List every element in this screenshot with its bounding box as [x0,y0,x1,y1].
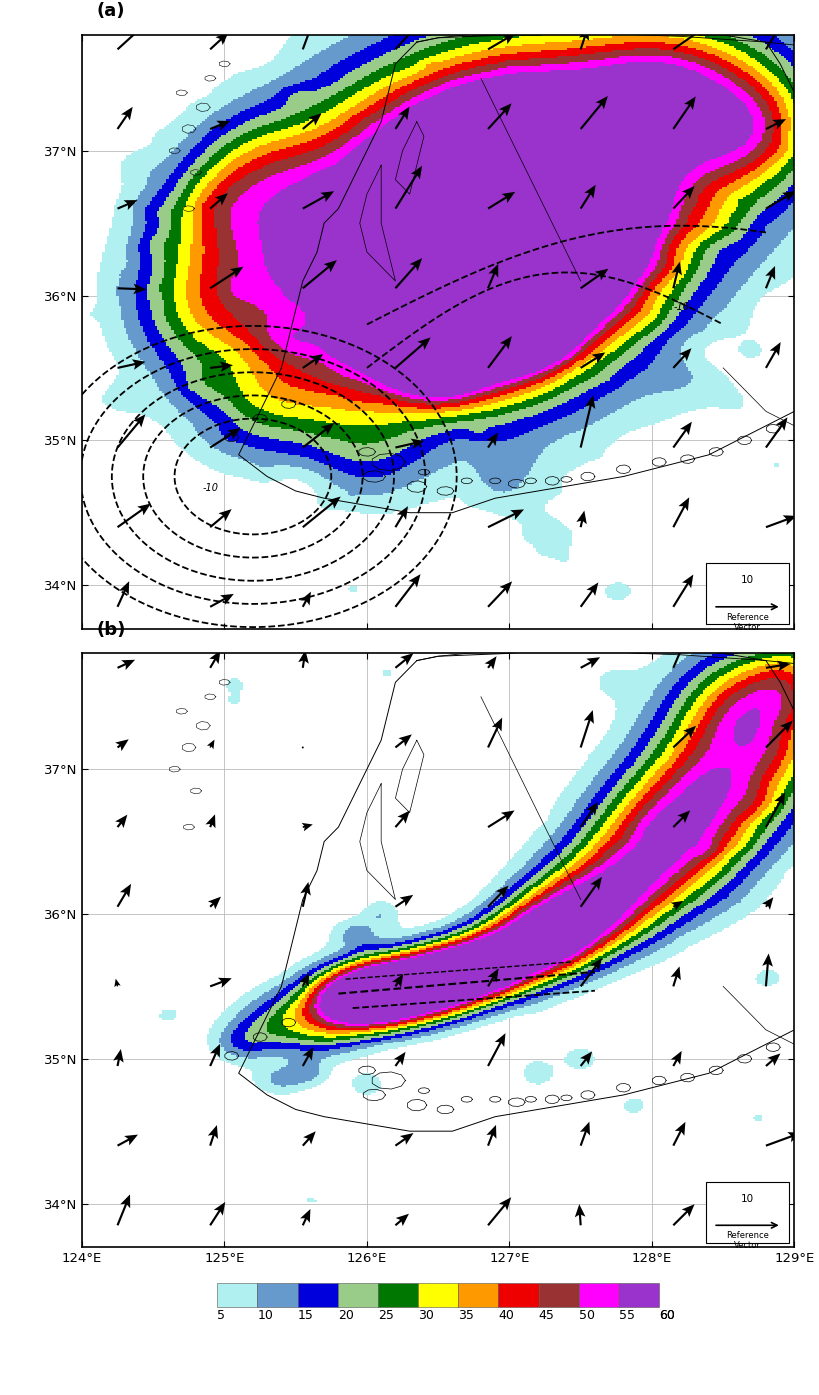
Text: 10: 10 [741,1194,754,1204]
Bar [706,564,789,624]
Text: 50: 50 [579,1310,595,1322]
Text: -10: -10 [673,301,690,312]
Text: Reference
Vector: Reference Vector [726,612,769,632]
Text: (a): (a) [96,1,124,20]
Text: 55: 55 [619,1310,635,1322]
Text: 60: 60 [659,1310,675,1322]
Text: 20: 20 [337,1310,354,1322]
Text: 45: 45 [539,1310,554,1322]
Text: 40: 40 [499,1310,514,1322]
Bar [459,1282,499,1307]
Bar [257,1282,297,1307]
Bar [337,1282,378,1307]
Text: Reference
Vector: Reference Vector [726,1230,769,1250]
Text: 10: 10 [257,1310,274,1322]
Text: 30: 30 [418,1310,434,1322]
Bar [619,1282,659,1307]
Bar [297,1282,337,1307]
Text: 35: 35 [459,1310,474,1322]
Text: 60: 60 [659,1310,675,1322]
Text: 10: 10 [741,575,754,585]
Bar [217,1282,257,1307]
Bar [579,1282,619,1307]
Text: 25: 25 [378,1310,394,1322]
Bar [539,1282,579,1307]
Text: 15: 15 [297,1310,314,1322]
Bar [378,1282,418,1307]
Bar [499,1282,539,1307]
Text: -10: -10 [203,483,219,492]
Bar [418,1282,459,1307]
Text: 5: 5 [217,1310,225,1322]
Bar [706,1182,789,1243]
Text: (b): (b) [96,621,125,639]
